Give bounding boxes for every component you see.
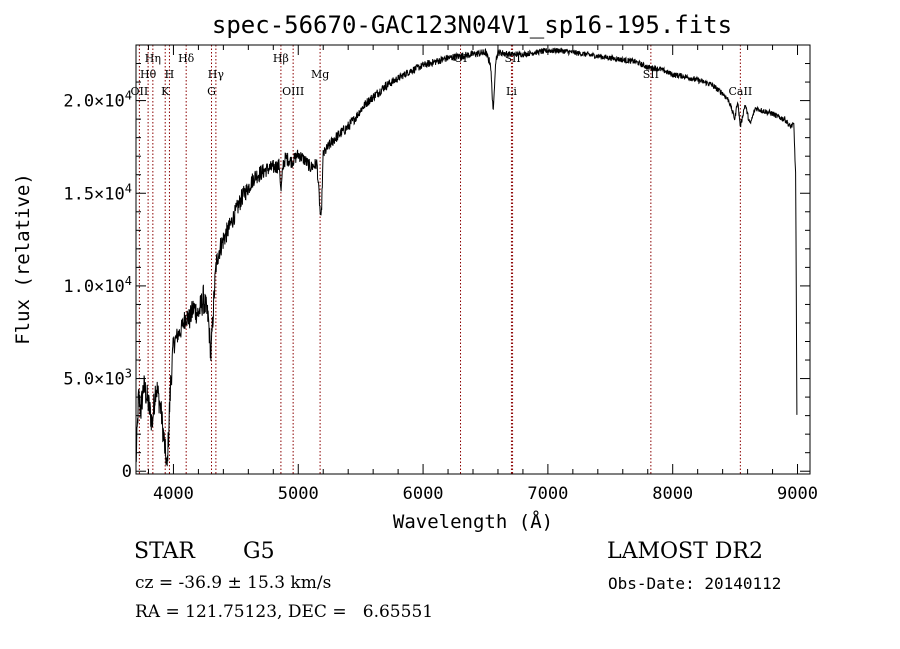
y-axis: 0 5.0×103 1.0×104 1.5×104 2.0×104 (63, 44, 810, 482)
marker-label: CaII (729, 85, 753, 98)
survey-name: LAMOST DR2 (607, 539, 763, 564)
plot-frame (135, 44, 811, 475)
chart-title: spec-56670-GAC123N04V1_sp16-195.fits (212, 11, 732, 39)
x-tick-label: 7000 (527, 484, 568, 504)
coordinates: RA = 121.75123, DEC = 6.65551 (135, 602, 434, 622)
marker-label: SII (643, 68, 659, 81)
marker-label: Hδ (178, 52, 195, 65)
marker-label: Li (506, 85, 517, 98)
x-tick-label: 8000 (652, 484, 693, 504)
y-tick-label: 2.0×104 (63, 89, 132, 112)
marker-label: G (207, 85, 216, 98)
y-tick-label: 5.0×103 (63, 367, 132, 390)
x-tick-label: 4000 (153, 484, 194, 504)
marker-label: Hη (145, 52, 161, 65)
x-tick-label: 9000 (777, 484, 818, 504)
y-tick-label: 1.0×104 (63, 274, 132, 297)
object-subclass: G5 (243, 539, 275, 564)
x-tick-label: 5000 (278, 484, 319, 504)
y-axis-label: Flux (relative) (12, 173, 34, 345)
spectrum-line (135, 47, 798, 467)
marker-label: OIII (282, 85, 304, 98)
observation-date: Obs-Date: 20140112 (608, 574, 782, 593)
object-class: STAR (134, 539, 195, 564)
marker-label: Hθ (140, 68, 157, 81)
y-tick-label: 1.5×104 (63, 181, 132, 204)
redshift-cz: cz = -36.9 ± 15.3 km/s (135, 573, 332, 593)
x-tick-label: 6000 (403, 484, 444, 504)
marker-label: K (161, 85, 170, 98)
x-axis-label: Wavelength (Å) (393, 510, 553, 533)
marker-label: Hγ (208, 68, 225, 81)
marker-label: H (165, 68, 175, 81)
x-axis: 4000 5000 6000 7000 8000 9000 (147, 45, 818, 504)
y-tick-label: 0 (122, 462, 132, 482)
marker-label: Mg (311, 68, 329, 81)
marker-label: OII (131, 85, 149, 98)
marker-label: Hβ (273, 52, 289, 65)
